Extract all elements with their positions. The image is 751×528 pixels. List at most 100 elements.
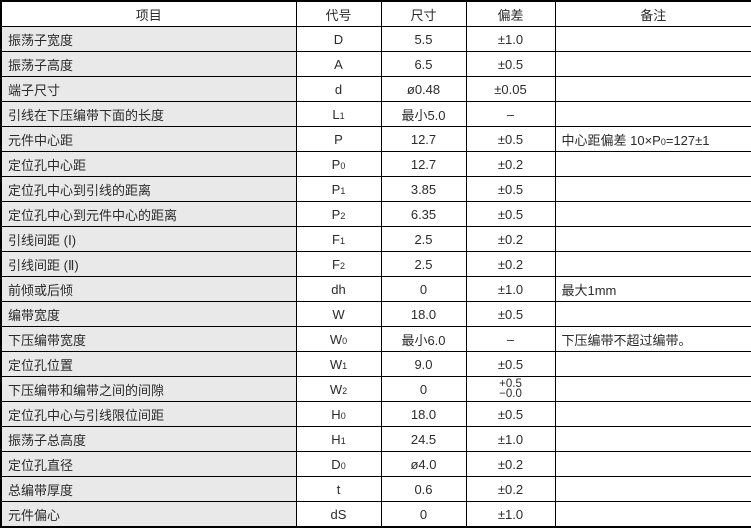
deviation-cell: ±0.2 [465, 226, 556, 252]
remark-cell [554, 426, 751, 452]
code-cell: W [295, 301, 382, 327]
deviation-cell: ±0.5 [465, 351, 556, 377]
code-cell: t [295, 476, 382, 502]
code-cell: W1 [295, 351, 382, 377]
code-subscript: 1 [340, 435, 346, 446]
item-cell: 定位孔中心到引线的距离 [0, 176, 297, 202]
code-cell: P2 [295, 201, 382, 227]
deviation-cell: ±0.5 [465, 301, 556, 327]
size-cell: 3.85 [380, 176, 467, 202]
item-cell: 下压编带宽度 [0, 326, 297, 352]
size-cell: 6.5 [380, 51, 467, 77]
deviation-stack-line: −0.0 [499, 388, 522, 400]
header-item: 项目 [0, 0, 297, 27]
remark-cell [554, 101, 751, 127]
item-cell: 引线间距 (Ⅰ) [0, 226, 297, 252]
size-cell: ø4.0 [380, 451, 467, 477]
code-cell: dS [295, 501, 382, 528]
table-row: 总编带厚度 t 0.6 ±0.2 [0, 476, 751, 502]
remark-cell [554, 176, 751, 202]
table-row: 定位孔中心到引线的距离 P1 3.85 ±0.5 [0, 176, 751, 202]
table-row: 振荡子宽度 D 5.5 ±1.0 [0, 26, 751, 52]
remark-cell [554, 26, 751, 52]
code-subscript: 1 [339, 110, 345, 121]
item-cell: 定位孔直径 [0, 451, 297, 477]
remark-cell [554, 251, 751, 277]
size-cell: 9.0 [380, 351, 467, 377]
code-subscript: 2 [342, 385, 348, 396]
table-row: 定位孔直径 D0 ø4.0 ±0.2 [0, 451, 751, 477]
remark-cell [554, 401, 751, 427]
item-cell: 引线在下压编带下面的长度 [0, 101, 297, 127]
header-row: 项目 代号 尺寸 偏差 备注 [0, 0, 751, 27]
code-cell: W2 [295, 376, 382, 402]
code-subscript: 0 [340, 410, 346, 421]
table-row: 下压编带和编带之间的间隙 W2 0 +0.5 −0.0 [0, 376, 751, 402]
code-cell: F2 [295, 251, 382, 277]
table-row: 定位孔位置 W1 9.0 ±0.5 [0, 351, 751, 377]
item-cell: 定位孔中心到元件中心的距离 [0, 201, 297, 227]
deviation-cell: ±1.0 [465, 426, 556, 452]
header-deviation: 偏差 [465, 0, 556, 27]
size-cell: 2.5 [380, 251, 467, 277]
header-remark: 备注 [554, 0, 751, 27]
remark-text: =127±1 [665, 132, 710, 148]
item-cell: 编带宽度 [0, 301, 297, 327]
size-cell: 12.7 [380, 126, 467, 152]
table-row: 定位孔中心到元件中心的距离 P2 6.35 ±0.5 [0, 201, 751, 227]
code-subscript: 0 [342, 335, 348, 346]
table-row: 定位孔中心距 P0 12.7 ±0.2 [0, 151, 751, 177]
remark-cell: 最大1mm [554, 276, 751, 302]
header-size: 尺寸 [380, 0, 467, 27]
table-row: 前倾或后倾 dh 0 ±1.0 最大1mm [0, 276, 751, 302]
code-subscript: 1 [342, 360, 348, 371]
deviation-cell: ±1.0 [465, 26, 556, 52]
remark-text: 中心距偏差 10×P [561, 132, 661, 148]
deviation-stack: +0.5 −0.0 [473, 378, 549, 400]
deviation-cell: ±0.5 [465, 176, 556, 202]
remark-subscript: 0 [660, 136, 666, 147]
code-subscript: 2 [340, 210, 346, 221]
code-subscript: 0 [340, 160, 346, 171]
size-cell: 18.0 [380, 301, 467, 327]
code-cell: D0 [295, 451, 382, 477]
deviation-cell: ±0.5 [465, 201, 556, 227]
size-cell: 0 [380, 376, 467, 402]
item-cell: 前倾或后倾 [0, 276, 297, 302]
size-cell: 最小5.0 [380, 101, 467, 127]
item-cell: 端子尺寸 [0, 76, 297, 102]
size-cell: 24.5 [380, 426, 467, 452]
deviation-cell: +0.5 −0.0 [465, 376, 556, 402]
deviation-cell: ±0.5 [465, 401, 556, 427]
deviation-cell: – [465, 326, 556, 352]
remark-cell [554, 351, 751, 377]
table-row: 下压编带宽度 W0 最小6.0– 下压编带不超过编带。 [0, 326, 751, 352]
code-cell: dh [295, 276, 382, 302]
deviation-cell: ±0.2 [465, 451, 556, 477]
code-subscript: 1 [339, 235, 345, 246]
size-cell: 5.5 [380, 26, 467, 52]
deviation-cell: ±1.0 [465, 276, 556, 302]
remark-cell [554, 301, 751, 327]
remark-cell [554, 226, 751, 252]
remark-cell [554, 51, 751, 77]
table-row: 振荡子总高度 H1 24.5 ±1.0 [0, 426, 751, 452]
size-cell: 12.7 [380, 151, 467, 177]
size-cell: 2.5 [380, 226, 467, 252]
remark-cell [554, 201, 751, 227]
remark-cell [554, 451, 751, 477]
size-cell: 0 [380, 276, 467, 302]
item-cell: 振荡子高度 [0, 51, 297, 77]
remark-cell: 下压编带不超过编带。 [554, 326, 751, 352]
code-subscript: 2 [339, 260, 345, 271]
code-cell: d [295, 76, 382, 102]
table-row: 引线间距 (Ⅰ) F1 2.5 ±0.2 [0, 226, 751, 252]
item-cell: 定位孔位置 [0, 351, 297, 377]
size-cell: 18.0 [380, 401, 467, 427]
remark-cell [554, 476, 751, 502]
item-cell: 元件偏心 [0, 501, 297, 528]
deviation-cell: – [465, 101, 556, 127]
code-cell: A [295, 51, 382, 77]
deviation-cell: ±1.0 [465, 501, 556, 528]
size-cell: 0 [380, 501, 467, 528]
